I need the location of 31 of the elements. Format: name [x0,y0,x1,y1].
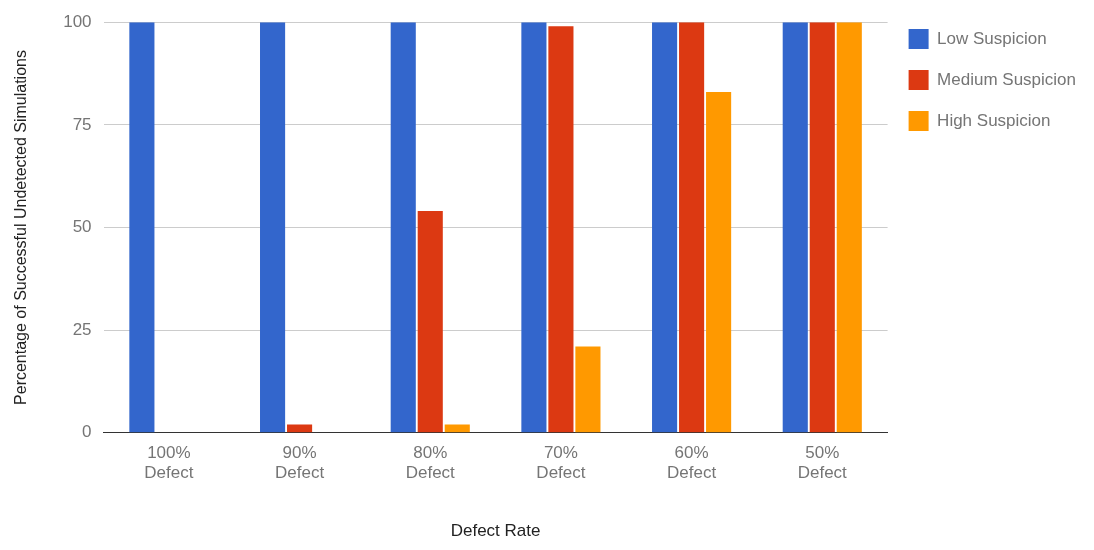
legend-label: Medium Suspicion [937,69,1077,89]
y-tick-label: 75 [72,114,92,134]
bar [706,92,732,433]
x-tick-label: 100% Defect [144,442,194,483]
bar [444,424,470,433]
y-tick-label: 0 [82,422,92,442]
bar [575,346,601,433]
y-tick-label: 25 [72,319,92,339]
bar [782,22,808,433]
bar [287,424,313,433]
y-tick-label: 50 [72,217,92,237]
x-tick-label: 90% Defect [275,442,325,483]
y-axis-title: Percentage of Successful Undetected Simulations [12,50,30,405]
bar [679,22,705,433]
y-tick-label: 100 [63,11,92,31]
x-tick-label: 50% Defect [797,442,848,483]
bar [521,22,547,433]
legend-label: Low Suspicion [937,28,1047,48]
bar [417,211,443,433]
legend-label: High Suspicion [937,110,1051,130]
bar [809,22,835,433]
x-tick-label: 70% Defect [536,442,586,483]
bar [390,22,416,433]
bar [129,22,155,433]
x-tick-label: 80% Defect [405,442,456,483]
bar [652,22,678,433]
bar [548,26,574,433]
x-tick-label: 60% Defect [667,442,717,483]
bar [836,22,862,433]
x-axis-title: Defect Rate [450,521,541,541]
bar [260,22,286,433]
